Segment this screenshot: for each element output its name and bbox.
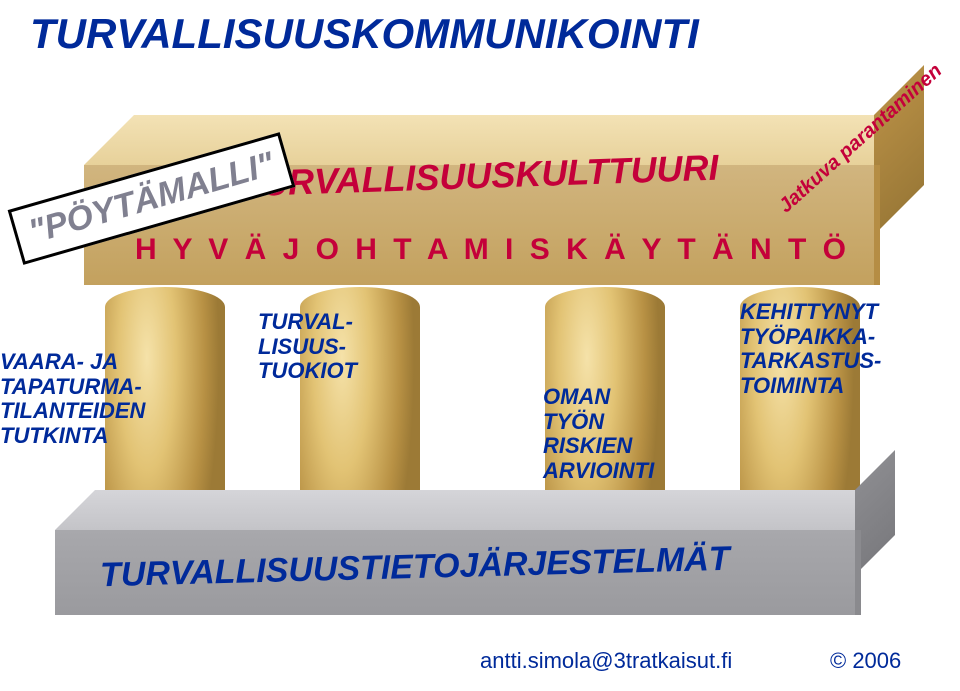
pillar-1-label: VAARA- JATAPATURMA-TILANTEIDENTUTKINTA [0,350,145,449]
top-slab-subline: H Y V Ä J O H T A M I S K Ä Y T Ä N T Ö [135,233,850,267]
bottom-slab-right [855,450,895,575]
footer-email: antti.simola@3tratkaisut.fi [480,648,732,674]
pillar-4-label: KEHITTYNYTTYÖPAIKKA-TARKASTUS-TOIMINTA [740,300,881,399]
pillar-2-label: TURVAL-LISUUS-TUOKIOT [258,310,357,384]
bottom-slab-top [55,490,895,530]
pillar-3-label: OMANTYÖNRISKIENARVIOINTI [543,385,654,484]
footer-copyright: © 2006 [830,648,901,674]
page-title: TURVALLISUUSKOMMUNIKOINTI [30,10,699,58]
